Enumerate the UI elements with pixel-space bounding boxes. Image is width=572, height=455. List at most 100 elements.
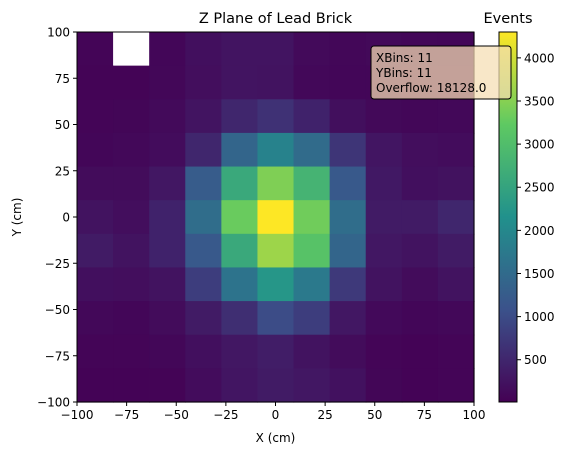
heatmap-cell xyxy=(185,334,222,369)
y-axis: −100 −75 −50 −25 0 25 50 75 100 xyxy=(37,26,77,410)
x-axis: −100 −75 −50 −25 0 25 50 75 100 xyxy=(61,402,486,422)
heatmap-cell xyxy=(221,65,259,100)
heatmap-cell xyxy=(401,132,439,168)
x-tick-label: −75 xyxy=(114,408,139,422)
heatmap-cell xyxy=(437,368,475,403)
heatmap-cell xyxy=(77,32,114,67)
heatmap-cell xyxy=(437,267,475,302)
x-tick-label: 50 xyxy=(367,408,382,422)
heatmap-cell xyxy=(293,99,331,134)
y-tick-label: −50 xyxy=(45,303,70,317)
heatmap-cell xyxy=(221,200,259,235)
heatmap-cell xyxy=(77,368,114,403)
heatmap-cell xyxy=(185,368,222,403)
colorbar-title: Events xyxy=(483,11,532,27)
heatmap-cell xyxy=(365,132,403,168)
heatmap-cell xyxy=(329,166,367,201)
heatmap-cell xyxy=(149,233,186,269)
y-tick-label: 25 xyxy=(55,164,70,178)
heatmap-cell xyxy=(401,200,439,235)
y-axis-label: Y (cm) xyxy=(10,198,24,238)
heatmap-cell xyxy=(329,132,367,168)
x-tick-label: −25 xyxy=(213,408,238,422)
heatmap-cell xyxy=(257,301,295,336)
heatmap-cell xyxy=(293,233,331,269)
heatmap-cell xyxy=(113,65,150,100)
heatmap-cell xyxy=(293,166,331,201)
heatmap-cell xyxy=(149,301,186,336)
heatmap-cell xyxy=(113,334,150,369)
heatmap-cell xyxy=(77,334,114,369)
heatmap-cell xyxy=(77,65,114,100)
heatmap-cell xyxy=(221,32,259,67)
colorbar-tick-label: 2000 xyxy=(524,224,555,238)
heatmap-cell xyxy=(329,368,367,403)
y-tick-label: 100 xyxy=(47,26,70,40)
heatmap-cell xyxy=(365,200,403,235)
heatmap-cell xyxy=(221,301,259,336)
colorbar-tick-label: 1000 xyxy=(524,310,555,324)
x-tick-label: 75 xyxy=(417,408,432,422)
heatmap-cell xyxy=(293,32,331,67)
x-tick-label: −50 xyxy=(164,408,189,422)
colorbar-tick-label: 2500 xyxy=(524,181,555,195)
heatmap-cell xyxy=(401,233,439,269)
heatmap-cell xyxy=(185,200,222,235)
heatmap-cell xyxy=(149,99,186,134)
heatmap-cell xyxy=(113,368,150,403)
heatmap-cell xyxy=(329,301,367,336)
heatmap-cell xyxy=(185,301,222,336)
heatmap-cell xyxy=(77,99,114,134)
heatmap-cell xyxy=(77,200,114,235)
heatmap-cell xyxy=(293,267,331,302)
heatmap-cell xyxy=(221,334,259,369)
heatmap-cell xyxy=(221,166,259,201)
heatmap-cell xyxy=(113,132,150,168)
heatmap-cells xyxy=(77,32,475,403)
heatmap-cell xyxy=(149,368,186,403)
heatmap-cell xyxy=(185,166,222,201)
heatmap-cell xyxy=(329,200,367,235)
heatmap-cell xyxy=(221,267,259,302)
heatmap-cell xyxy=(221,233,259,269)
heatmap-cell xyxy=(329,99,367,134)
stats-xbins: XBins: 11 xyxy=(376,51,433,65)
y-tick-label: −75 xyxy=(45,349,70,363)
heatmap-cell xyxy=(401,334,439,369)
heatmap-cell xyxy=(149,65,186,100)
heatmap-cell xyxy=(77,267,114,302)
heatmap-cell xyxy=(149,32,186,67)
heatmap-cell-empty xyxy=(113,32,150,67)
heatmap-cell xyxy=(293,65,331,100)
heatmap-cell xyxy=(113,267,150,302)
heatmap-cell xyxy=(257,334,295,369)
heatmap-cell xyxy=(293,368,331,403)
heatmap-cell xyxy=(77,233,114,269)
heatmap-cell xyxy=(329,233,367,269)
heatmap-cell xyxy=(437,334,475,369)
heatmap-cell xyxy=(329,65,367,100)
x-tick-label: 0 xyxy=(272,408,280,422)
colorbar-tick-label: 1500 xyxy=(524,267,555,281)
colorbar-tick-label: 500 xyxy=(524,353,547,367)
heatmap-cell xyxy=(365,301,403,336)
heatmap-cell xyxy=(437,132,475,168)
stats-ybins: YBins: 11 xyxy=(375,66,432,80)
x-axis-label: X (cm) xyxy=(256,431,296,445)
heatmap-cell xyxy=(113,99,150,134)
heatmap-cell xyxy=(221,368,259,403)
heatmap-cell xyxy=(113,233,150,269)
stats-overflow: Overflow: 18128.0 xyxy=(376,81,486,95)
heatmap-cell xyxy=(329,267,367,302)
stats-box: XBins: 11 YBins: 11 Overflow: 18128.0 xyxy=(370,45,512,100)
y-tick-label: 50 xyxy=(55,118,70,132)
heatmap-cell xyxy=(437,99,475,134)
x-tick-label: −100 xyxy=(61,408,94,422)
heatmap-cell xyxy=(77,166,114,201)
colorbar-tick-label: 3500 xyxy=(524,94,555,108)
x-tick-label: 100 xyxy=(463,408,486,422)
heatmap-cell xyxy=(149,334,186,369)
heatmap-cell xyxy=(401,267,439,302)
heatmap-cell xyxy=(257,99,295,134)
heatmap-cell xyxy=(149,132,186,168)
